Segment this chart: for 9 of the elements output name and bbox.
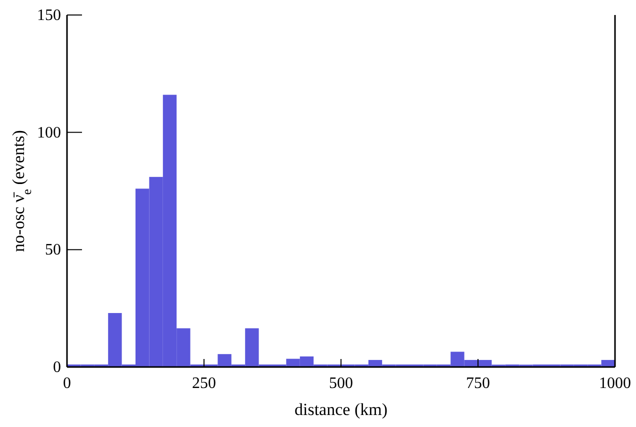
y-tick-label: 50: [45, 242, 61, 259]
y-tick-label: 100: [37, 124, 61, 142]
x-tick-label: 750: [466, 375, 490, 392]
x-axis-title: distance (km): [294, 400, 388, 419]
x-tick-label: 500: [329, 375, 353, 392]
y-tick-label: 150: [37, 7, 61, 24]
x-tick-label: 250: [192, 375, 216, 392]
y-tick-label: 0: [53, 359, 61, 376]
x-tick-label: 1000: [599, 375, 631, 392]
